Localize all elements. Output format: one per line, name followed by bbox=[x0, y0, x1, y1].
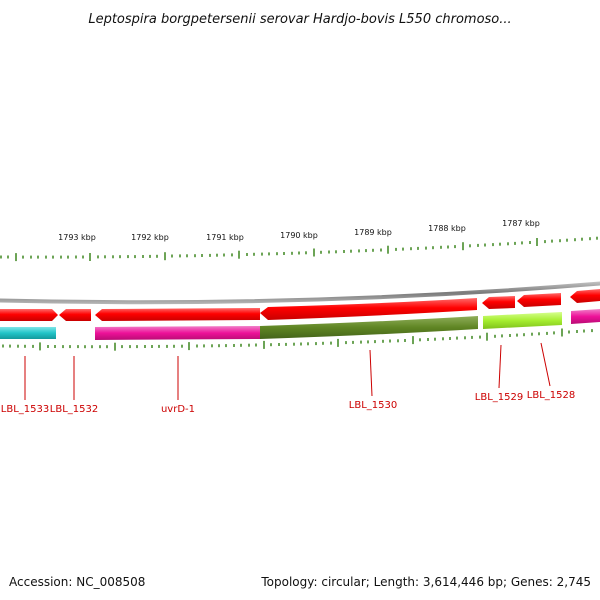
ruler-label-1788: 1788 kbp bbox=[428, 224, 466, 233]
gene-label-uvrd-1[interactable]: uvrD-1 bbox=[161, 404, 195, 415]
ruler-label-1787: 1787 kbp bbox=[502, 219, 540, 228]
gene-arrow bbox=[482, 296, 515, 309]
accession-text: Accession: NC_008508 bbox=[9, 575, 145, 589]
gene-arrow bbox=[0, 327, 56, 339]
ruler-label-1790: 1790 kbp bbox=[280, 231, 318, 240]
ruler-label-1792: 1792 kbp bbox=[131, 233, 169, 242]
map-title: Leptospira borgpetersenii serovar Hardjo… bbox=[88, 12, 511, 27]
gene-block bbox=[95, 326, 260, 340]
gene-block bbox=[483, 312, 562, 329]
lower-genes bbox=[95, 309, 600, 340]
gene-block bbox=[571, 309, 600, 324]
gene-arrow bbox=[0, 309, 58, 321]
reverse-genes bbox=[59, 289, 600, 321]
gene-arrow bbox=[260, 298, 477, 320]
gene-label-lbl-1530[interactable]: LBL_1530 bbox=[349, 400, 397, 411]
gene-labels: LBL_1533 LBL_1532 uvrD-1 LBL_1530 LBL_15… bbox=[1, 390, 575, 415]
forward-genes bbox=[0, 309, 58, 339]
gene-arrow bbox=[59, 309, 91, 321]
gene-label-lbl-1532[interactable]: LBL_1532 bbox=[50, 404, 98, 415]
genome-summary-text: Topology: circular; Length: 3,614,446 bp… bbox=[260, 575, 591, 589]
gene-label-lbl-1533[interactable]: LBL_1533 bbox=[1, 404, 49, 415]
gene-label-leaders bbox=[24, 342, 551, 400]
gene-arrow bbox=[95, 308, 260, 321]
gene-block bbox=[260, 316, 478, 339]
gene-arrow bbox=[570, 289, 600, 303]
gene-label-lbl-1528[interactable]: LBL_1528 bbox=[527, 390, 575, 401]
ruler-label-1791: 1791 kbp bbox=[206, 233, 244, 242]
ruler-label-1789: 1789 kbp bbox=[354, 228, 392, 237]
ruler-label-1793: 1793 kbp bbox=[58, 233, 96, 242]
gene-label-lbl-1529[interactable]: LBL_1529 bbox=[475, 392, 523, 403]
gene-arrow bbox=[517, 293, 561, 307]
ruler-labels: 1793 kbp 1792 kbp 1791 kbp 1790 kbp 1789… bbox=[58, 219, 540, 242]
ruler-ticks bbox=[0, 236, 598, 351]
genome-backbone bbox=[0, 281, 600, 305]
